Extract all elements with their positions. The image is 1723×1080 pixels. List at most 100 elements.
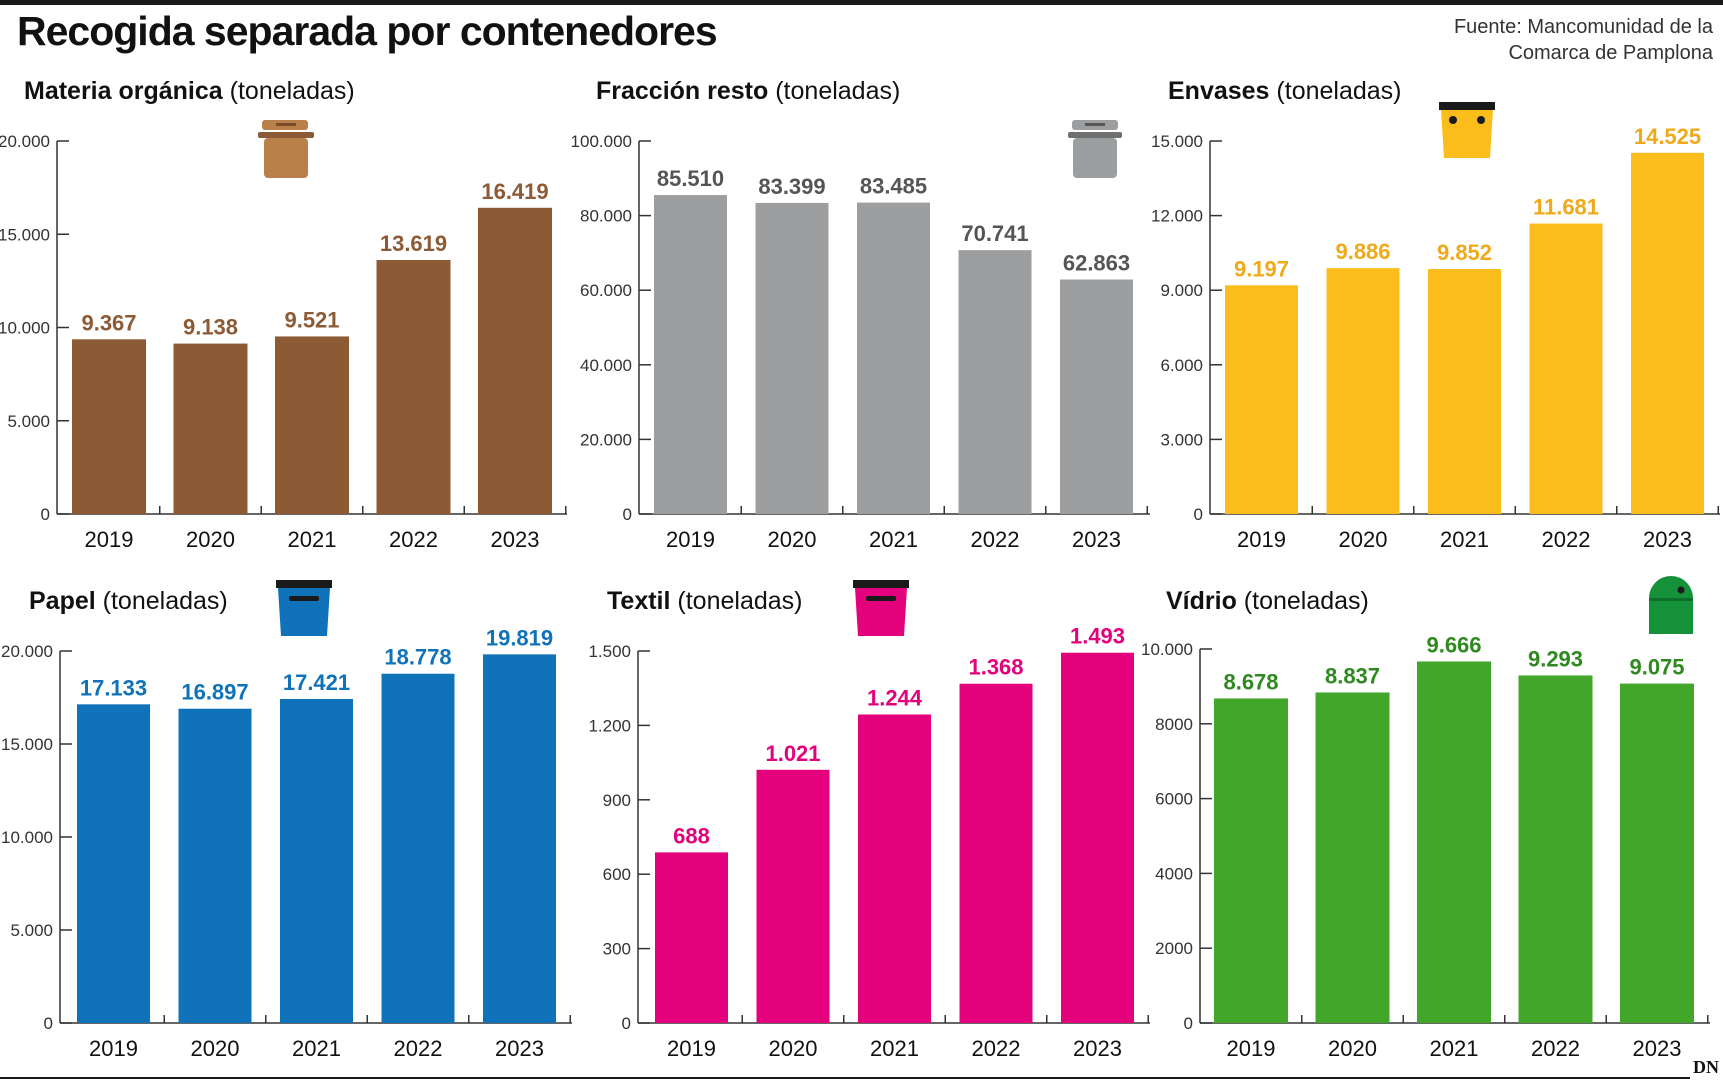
bar-2019	[1225, 285, 1298, 514]
bar-2022	[1529, 223, 1603, 514]
x-tick-label-2021: 2021	[869, 527, 918, 552]
brown-bin-icon	[258, 120, 314, 178]
data-label-2023: 1.493	[1070, 624, 1125, 649]
x-tick-label-2022: 2022	[1542, 527, 1591, 552]
data-label-2021: 1.244	[867, 685, 923, 710]
bar-2023	[1060, 279, 1133, 514]
y-tick-label: 0	[622, 1014, 631, 1033]
y-tick-label: 20.000	[0, 132, 50, 151]
chart-title-papel: Papel (toneladas)	[29, 587, 228, 615]
bar-2020	[1326, 268, 1400, 514]
data-label-2020: 9.886	[1335, 239, 1390, 264]
bar-2019	[72, 339, 146, 514]
y-tick-label: 6.000	[1160, 356, 1203, 375]
blue-bin-icon	[276, 580, 332, 636]
data-label-2019: 688	[673, 823, 710, 848]
y-tick-label: 15.000	[1151, 132, 1203, 151]
y-tick-label: 900	[603, 791, 631, 810]
data-label-2019: 85.510	[657, 166, 724, 191]
y-tick-label: 60.000	[580, 281, 632, 300]
data-label-2023: 62.863	[1063, 251, 1130, 276]
chart-title-fraccion-resto: Fracción resto (toneladas)	[596, 77, 901, 105]
bar-2021	[858, 714, 931, 1023]
x-tick-label-2019: 2019	[89, 1036, 138, 1061]
bar-2019	[1214, 698, 1288, 1023]
chart-title-vidrio: Vídrio (toneladas)	[1166, 587, 1369, 615]
data-label-2023: 9.075	[1629, 655, 1684, 680]
x-tick-label-2023: 2023	[1073, 1036, 1122, 1061]
x-tick-label-2020: 2020	[768, 527, 817, 552]
data-label-2022: 13.619	[380, 231, 447, 256]
x-tick-label-2022: 2022	[389, 527, 438, 552]
y-tick-label: 2000	[1155, 939, 1193, 958]
y-tick-label: 0	[41, 505, 50, 524]
bar-2019	[654, 195, 727, 514]
bar-2023	[1061, 652, 1134, 1023]
y-tick-label: 0	[1184, 1014, 1193, 1033]
bar-2019	[655, 852, 728, 1023]
y-tick-label: 1.200	[588, 716, 631, 735]
y-tick-label: 20.000	[580, 430, 632, 449]
x-tick-label-2022: 2022	[394, 1036, 443, 1061]
bar-2023	[1620, 683, 1694, 1023]
bar-2021	[1428, 269, 1501, 514]
y-tick-label: 10.000	[1, 828, 53, 847]
x-tick-label-2019: 2019	[667, 1036, 716, 1061]
data-label-2021: 9.666	[1426, 632, 1481, 657]
green-igloo-bin-icon	[1649, 576, 1693, 634]
bar-2020	[1315, 692, 1390, 1023]
source-note: Fuente: Mancomunidad de la Comarca de Pa…	[1453, 16, 1713, 64]
x-tick-label-2020: 2020	[186, 527, 235, 552]
y-tick-label: 10.000	[1141, 640, 1193, 659]
data-label-2023: 19.819	[486, 625, 553, 650]
x-tick-label-2020: 2020	[1339, 527, 1388, 552]
x-tick-label-2019: 2019	[1227, 1036, 1276, 1061]
data-label-2023: 16.419	[481, 179, 548, 204]
y-tick-label: 20.000	[1, 642, 53, 661]
data-label-2019: 9.367	[81, 310, 136, 335]
y-tick-label: 15.000	[0, 225, 50, 244]
y-tick-label: 5.000	[7, 412, 50, 431]
x-tick-label-2021: 2021	[870, 1036, 919, 1061]
data-label-2020: 83.399	[758, 174, 825, 199]
bar-2020	[178, 708, 252, 1023]
top-rule	[0, 0, 1723, 5]
data-label-2021: 17.421	[283, 670, 350, 695]
y-tick-label: 3.000	[1160, 430, 1203, 449]
x-tick-label-2023: 2023	[1643, 527, 1692, 552]
data-label-2019: 8.678	[1223, 669, 1278, 694]
x-tick-label-2021: 2021	[288, 527, 337, 552]
x-tick-label-2023: 2023	[1072, 527, 1121, 552]
bar-2021	[275, 336, 349, 514]
data-label-2021: 83.485	[860, 174, 927, 199]
x-tick-label-2019: 2019	[1237, 527, 1286, 552]
data-label-2022: 70.741	[961, 221, 1028, 246]
bar-2023	[1631, 152, 1704, 515]
x-tick-label-2020: 2020	[769, 1036, 818, 1061]
y-tick-label: 300	[603, 940, 631, 959]
y-tick-label: 10.000	[0, 319, 50, 338]
y-tick-label: 5.000	[10, 921, 53, 940]
data-label-2021: 9.521	[284, 307, 339, 332]
data-label-2023: 14.525	[1634, 124, 1701, 149]
pink-bin-icon	[853, 580, 909, 636]
y-tick-label: 0	[44, 1014, 53, 1033]
data-label-2022: 9.293	[1528, 646, 1583, 671]
chart-title-envases: Envases (toneladas)	[1168, 77, 1402, 105]
data-label-2019: 9.197	[1234, 256, 1289, 281]
bar-2022	[958, 250, 1032, 515]
bar-2023	[483, 654, 556, 1023]
y-tick-label: 12.000	[1151, 207, 1203, 226]
page-title: Recogida separada por contenedores	[17, 8, 718, 54]
x-tick-label-2021: 2021	[292, 1036, 341, 1061]
x-tick-label-2019: 2019	[666, 527, 715, 552]
bar-2020	[756, 769, 830, 1023]
x-tick-label-2021: 2021	[1430, 1036, 1479, 1061]
x-tick-label-2022: 2022	[972, 1036, 1021, 1061]
x-tick-label-2022: 2022	[971, 527, 1020, 552]
y-tick-label: 9.000	[1160, 281, 1203, 300]
